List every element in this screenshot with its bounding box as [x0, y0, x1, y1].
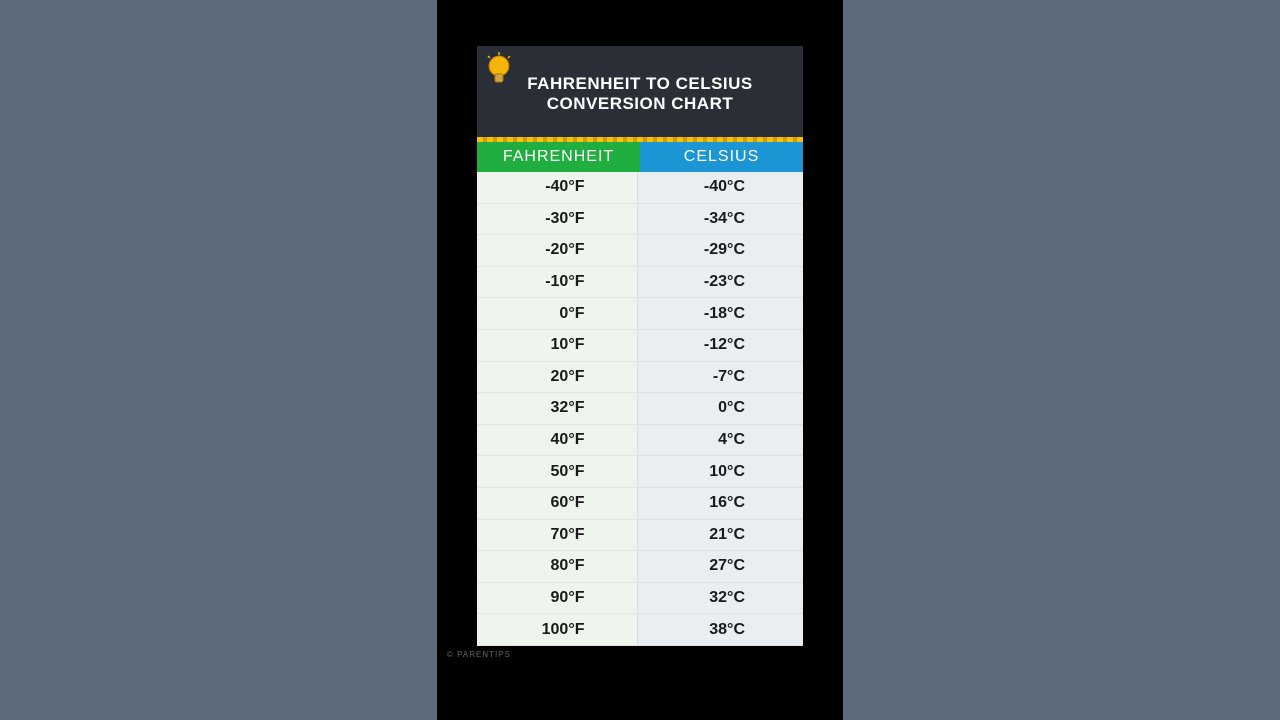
table-row: 32°F0°C — [477, 393, 803, 425]
table-row: -40°F-40°C — [477, 172, 803, 204]
cell-fahrenheit: -40°F — [477, 172, 638, 204]
conversion-table: -40°F-40°C-30°F-34°C-20°F-29°C-10°F-23°C… — [477, 172, 803, 646]
table-row: 40°F4°C — [477, 425, 803, 457]
cell-celsius: -23°C — [638, 267, 804, 299]
table-row: 10°F-12°C — [477, 330, 803, 362]
table-row: 20°F-7°C — [477, 362, 803, 394]
cell-celsius: -12°C — [638, 330, 804, 362]
cell-fahrenheit: 10°F — [477, 330, 638, 362]
video-frame: FAHRENHEIT TO CELSIUS CONVERSION CHART F… — [437, 0, 843, 720]
cell-fahrenheit: 50°F — [477, 456, 638, 488]
cell-celsius: 16°C — [638, 488, 804, 520]
watermark: © PARENTIPS — [437, 646, 511, 659]
table-row: 0°F-18°C — [477, 298, 803, 330]
letterbox-bottom — [437, 659, 843, 720]
table-row: 100°F38°C — [477, 614, 803, 646]
cell-fahrenheit: -10°F — [477, 267, 638, 299]
cell-celsius: 0°C — [638, 393, 804, 425]
cell-fahrenheit: 0°F — [477, 298, 638, 330]
cell-celsius: -34°C — [638, 204, 804, 236]
cell-celsius: 38°C — [638, 614, 804, 646]
column-headers: FAHRENHEIT CELSIUS — [477, 142, 803, 172]
cell-celsius: 32°C — [638, 583, 804, 615]
column-header-fahrenheit: FAHRENHEIT — [477, 142, 640, 172]
cell-celsius: -29°C — [638, 235, 804, 267]
cell-fahrenheit: 80°F — [477, 551, 638, 583]
cell-fahrenheit: 90°F — [477, 583, 638, 615]
chart-title-line2: CONVERSION CHART — [547, 94, 734, 114]
cell-celsius: -18°C — [638, 298, 804, 330]
table-row: 70°F21°C — [477, 520, 803, 552]
cell-fahrenheit: 32°F — [477, 393, 638, 425]
cell-fahrenheit: -20°F — [477, 235, 638, 267]
table-row: 80°F27°C — [477, 551, 803, 583]
chart-title-line1: FAHRENHEIT TO CELSIUS — [527, 74, 753, 94]
cell-celsius: 4°C — [638, 425, 804, 457]
cell-fahrenheit: -30°F — [477, 204, 638, 236]
cell-fahrenheit: 40°F — [477, 425, 638, 457]
table-row: 60°F16°C — [477, 488, 803, 520]
cell-celsius: -40°C — [638, 172, 804, 204]
table-row: -20°F-29°C — [477, 235, 803, 267]
conversion-chart-card: FAHRENHEIT TO CELSIUS CONVERSION CHART F… — [477, 46, 803, 646]
cell-fahrenheit: 60°F — [477, 488, 638, 520]
table-row: 90°F32°C — [477, 583, 803, 615]
cell-fahrenheit: 70°F — [477, 520, 638, 552]
cell-fahrenheit: 20°F — [477, 362, 638, 394]
cell-fahrenheit: 100°F — [477, 614, 638, 646]
cell-celsius: 27°C — [638, 551, 804, 583]
cell-celsius: 10°C — [638, 456, 804, 488]
letterbox-top — [437, 0, 843, 46]
column-header-celsius: CELSIUS — [640, 142, 803, 172]
table-row: 50°F10°C — [477, 456, 803, 488]
cell-celsius: 21°C — [638, 520, 804, 552]
cell-celsius: -7°C — [638, 362, 804, 394]
lightbulb-icon — [485, 52, 513, 88]
table-row: -10°F-23°C — [477, 267, 803, 299]
table-row: -30°F-34°C — [477, 204, 803, 236]
chart-header: FAHRENHEIT TO CELSIUS CONVERSION CHART — [477, 46, 803, 142]
